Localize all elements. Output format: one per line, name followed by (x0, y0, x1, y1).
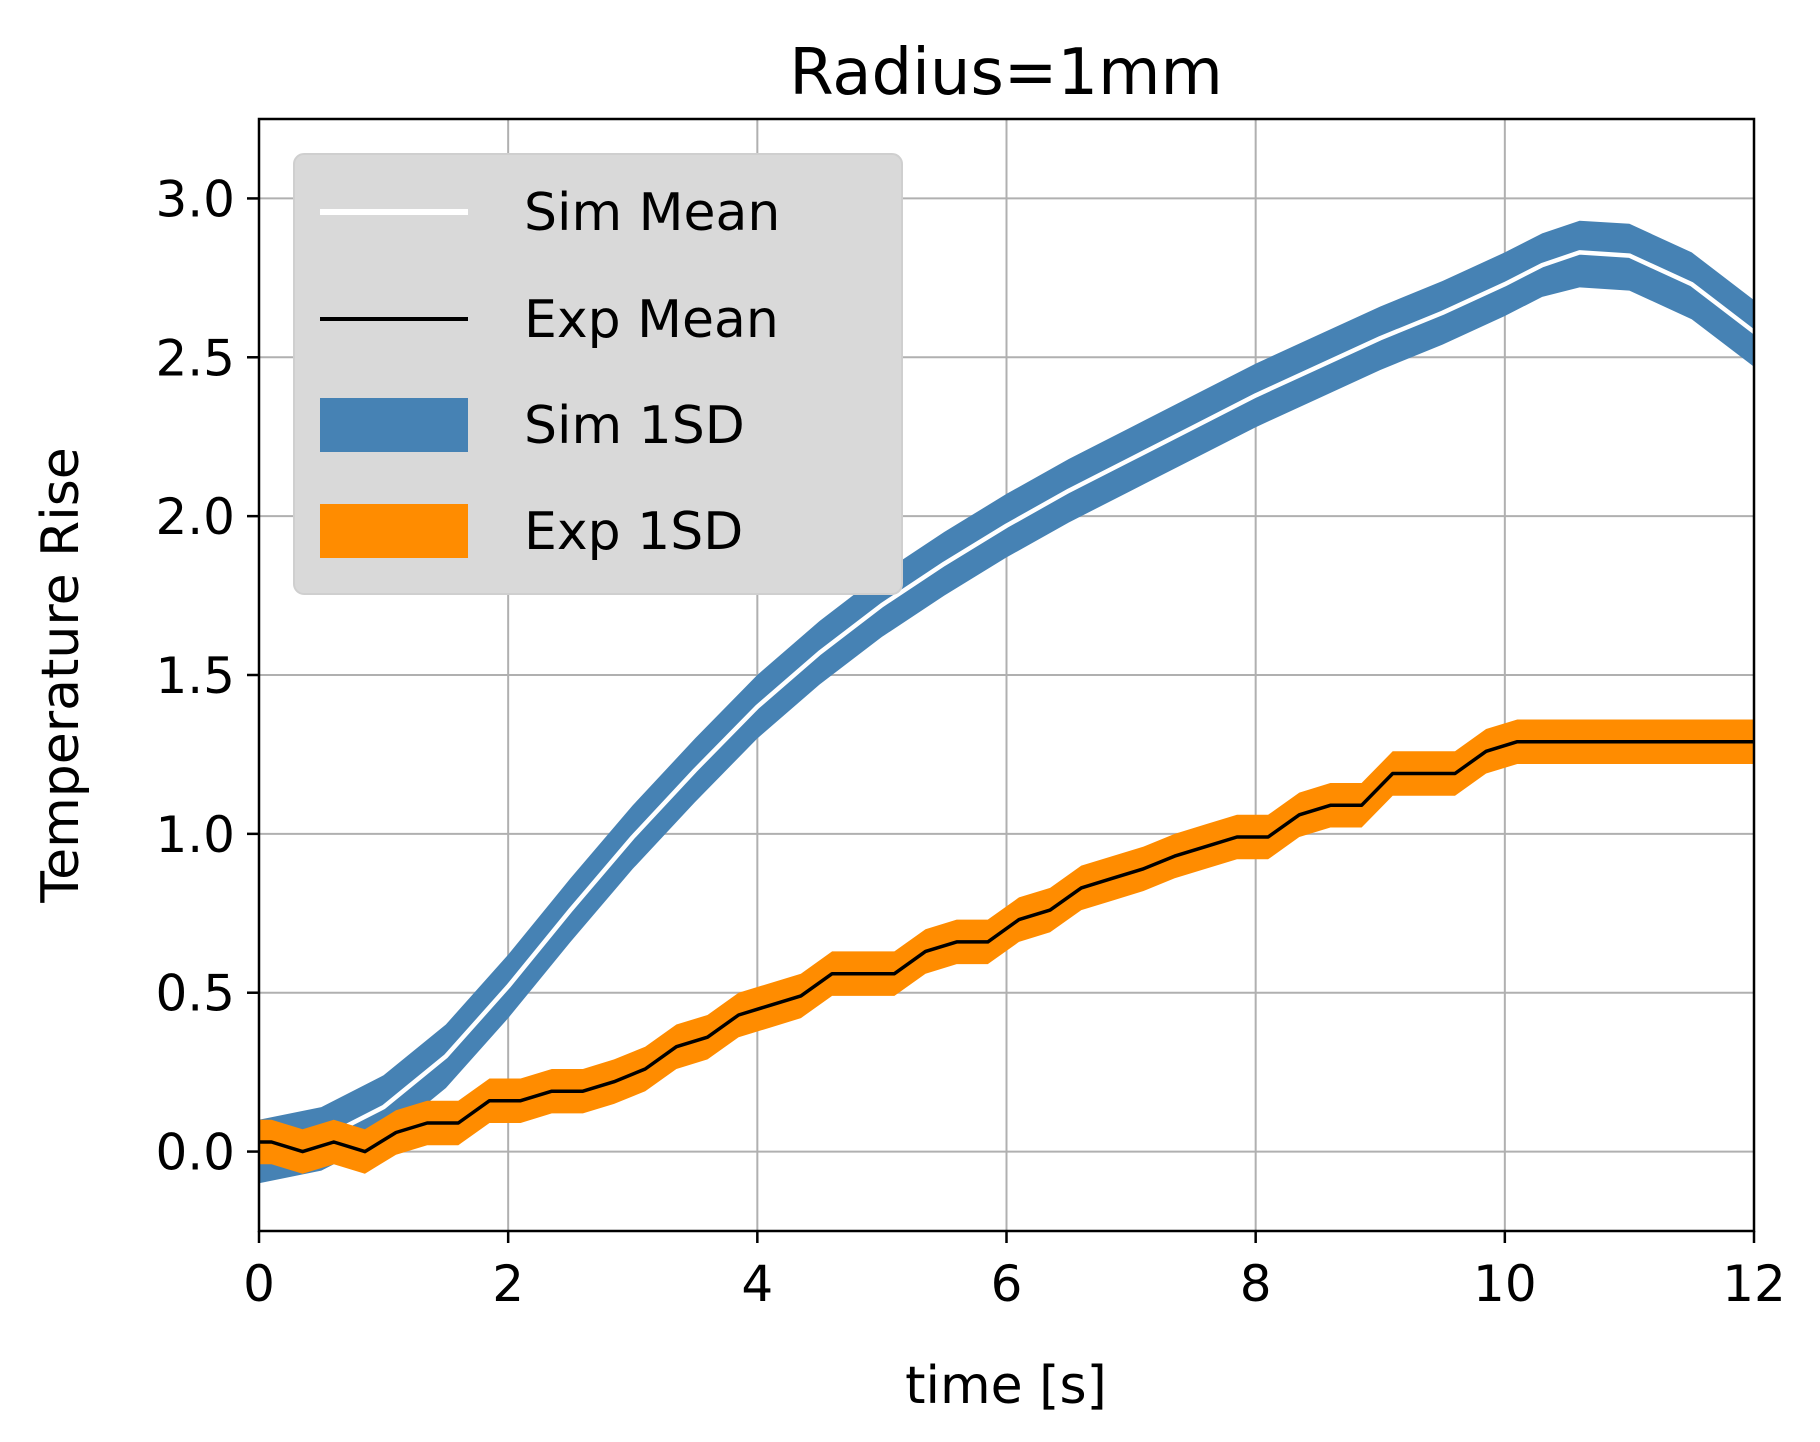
legend-label-exp-1sd: Exp 1SD (524, 502, 743, 562)
x-tick-label: 0 (243, 1255, 275, 1313)
series-line-sim-mean (259, 250, 1754, 1154)
x-axis-label: time [s] (905, 1356, 1107, 1416)
series-line-exp-mean (259, 739, 1754, 1154)
y-tick-label: 1.0 (155, 806, 235, 864)
y-axis-label: Temperature Rise (31, 447, 91, 904)
x-tick-label: 2 (492, 1255, 524, 1313)
legend-label-sim-mean: Sim Mean (524, 183, 780, 243)
x-tick-label: 6 (991, 1255, 1023, 1313)
axis-ticks: 0 2 4 6 8 10 12 0.0 0.5 1.0 1.5 2.0 2.5 3.0 (155, 170, 1785, 1313)
x-tick-label: 12 (1722, 1255, 1786, 1313)
legend-swatch-exp-1sd (320, 504, 468, 558)
x-tick-label: 4 (741, 1255, 773, 1313)
legend-swatch-sim-1sd (320, 398, 468, 452)
plot-area (259, 220, 1754, 1184)
legend-box (293, 153, 903, 595)
x-tick-label: 10 (1473, 1255, 1537, 1313)
y-tick-label: 1.5 (155, 647, 235, 705)
y-tick-label: 0.0 (155, 1124, 235, 1182)
legend: Sim Mean Exp Mean Sim 1SD Exp 1SD (293, 153, 903, 595)
chart-title: Radius=1mm (789, 36, 1223, 110)
legend-label-exp-mean: Exp Mean (524, 290, 779, 350)
y-tick-label: 0.5 (155, 965, 235, 1023)
legend-label-sim-1sd: Sim 1SD (524, 396, 745, 456)
y-tick-label: 2.0 (155, 488, 235, 546)
series-band-exp-1sd (259, 719, 1754, 1174)
y-tick-label: 3.0 (155, 170, 235, 228)
x-tick-label: 8 (1240, 1255, 1272, 1313)
y-tick-label: 2.5 (155, 329, 235, 387)
